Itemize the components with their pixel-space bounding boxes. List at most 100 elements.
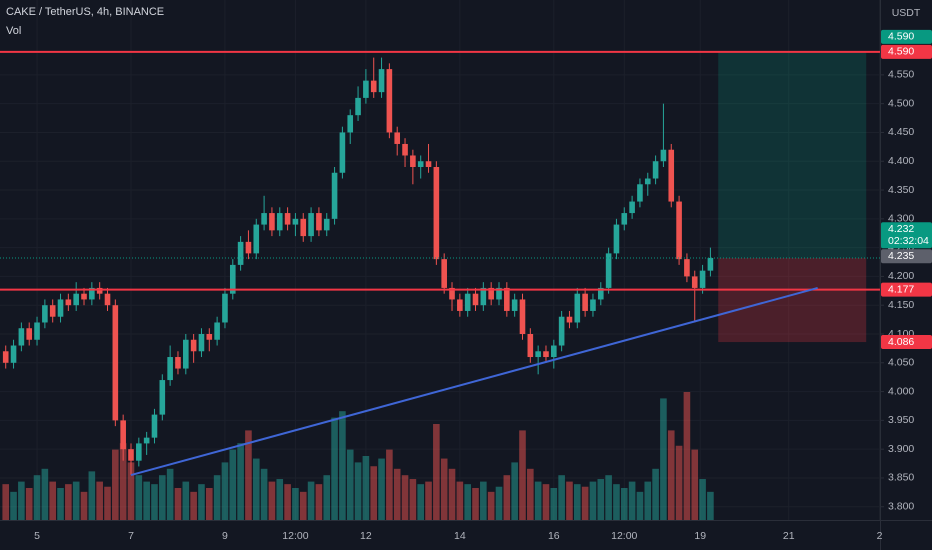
candle-body [159,380,166,415]
candle-body [57,299,64,317]
price-label: 4.232 [888,223,914,235]
y-tick-label: 4.400 [888,155,914,167]
candle-body [355,97,361,116]
volume-bar [527,468,534,520]
y-axis-label: USDT [892,7,921,19]
candle-body [519,299,526,334]
volume-bar [331,417,338,520]
candle-body [34,322,40,340]
x-tick-label: 12:00 [282,530,308,542]
candle-body [198,333,205,352]
candle-body [613,224,620,254]
volume-bar [573,484,581,520]
volume-bar [25,488,33,520]
candle-body [449,287,455,300]
candle-body [660,149,667,162]
y-tick-label: 3.850 [888,472,914,484]
candle-body [417,161,424,167]
candle-body [425,161,432,167]
volume-bar [566,481,573,520]
candle-body [605,253,612,288]
volume-bar [299,491,307,520]
volume-bar [33,475,41,520]
volume-bar [119,443,127,520]
volume-bar [221,462,229,520]
candle-body [18,328,25,346]
volume-bar [339,411,346,520]
candle-body [363,80,369,98]
volume-bar [276,479,284,520]
volume-bar [550,488,558,520]
candle-body [464,293,471,311]
candle-body [433,166,440,260]
volume-bar [558,475,565,520]
candle-body [472,293,479,306]
candle-body [699,270,706,288]
x-tick-label: 19 [694,530,706,542]
x-tick-label: 12:00 [611,530,637,542]
candle-body [284,213,291,225]
stop-zone [718,257,867,343]
volume-bar [182,481,190,520]
volume-bar [205,488,213,520]
candle-body [370,80,377,93]
volume-bar [252,458,260,520]
candle-body [308,213,314,237]
volume-bar [707,491,714,520]
volume-bar [620,488,628,520]
volume-bar [362,456,370,520]
volume-bar [213,475,221,520]
candle-body [253,224,260,254]
candle-body [582,293,588,311]
volume-bar [127,462,135,520]
candle-body [323,218,330,231]
candle-body [237,241,244,265]
candle-body [73,293,79,306]
y-tick-label: 3.900 [888,443,914,455]
candle-body [128,449,134,461]
candle-body [120,420,126,450]
candle-body [597,287,604,300]
volume-bar [464,484,471,520]
candle-body [347,115,354,133]
volume-bar [245,430,252,520]
countdown: 02:32:04 [888,235,929,247]
volume-bar [667,430,675,520]
y-tick-label: 4.200 [888,270,914,282]
y-tick-label: 3.950 [888,414,914,426]
volume-bar [495,486,503,520]
plot [0,50,880,520]
volume-bar [589,481,597,520]
candle-body [496,287,502,300]
y-tick-label: 4.050 [888,357,914,369]
candle-body [292,218,299,225]
candle-body [558,316,565,346]
price-label: 4.235 [888,250,914,262]
volume-bar [699,479,706,520]
volume-bar [57,488,64,520]
volume-bar [417,484,424,520]
volume-bar [88,471,96,520]
volume-bar [104,486,111,520]
candle-body [112,305,119,421]
candle-body [261,213,267,225]
volume-bar [581,486,589,520]
candle-body [551,345,557,358]
candle-body [42,305,48,323]
volume-bar [448,468,456,520]
candle-body [676,201,682,260]
volume-bar [49,481,56,520]
volume-bar [472,488,479,520]
volume-bar [480,481,487,520]
candle-body [81,293,87,300]
volume-bar [268,481,276,520]
volume-bar [135,475,143,520]
candle-body [457,299,463,311]
candle-body [480,287,487,306]
candle-body [183,339,189,369]
volume-bar [307,481,315,520]
candle-body [566,316,573,323]
candle-body [316,213,322,231]
candle-body [684,259,690,277]
